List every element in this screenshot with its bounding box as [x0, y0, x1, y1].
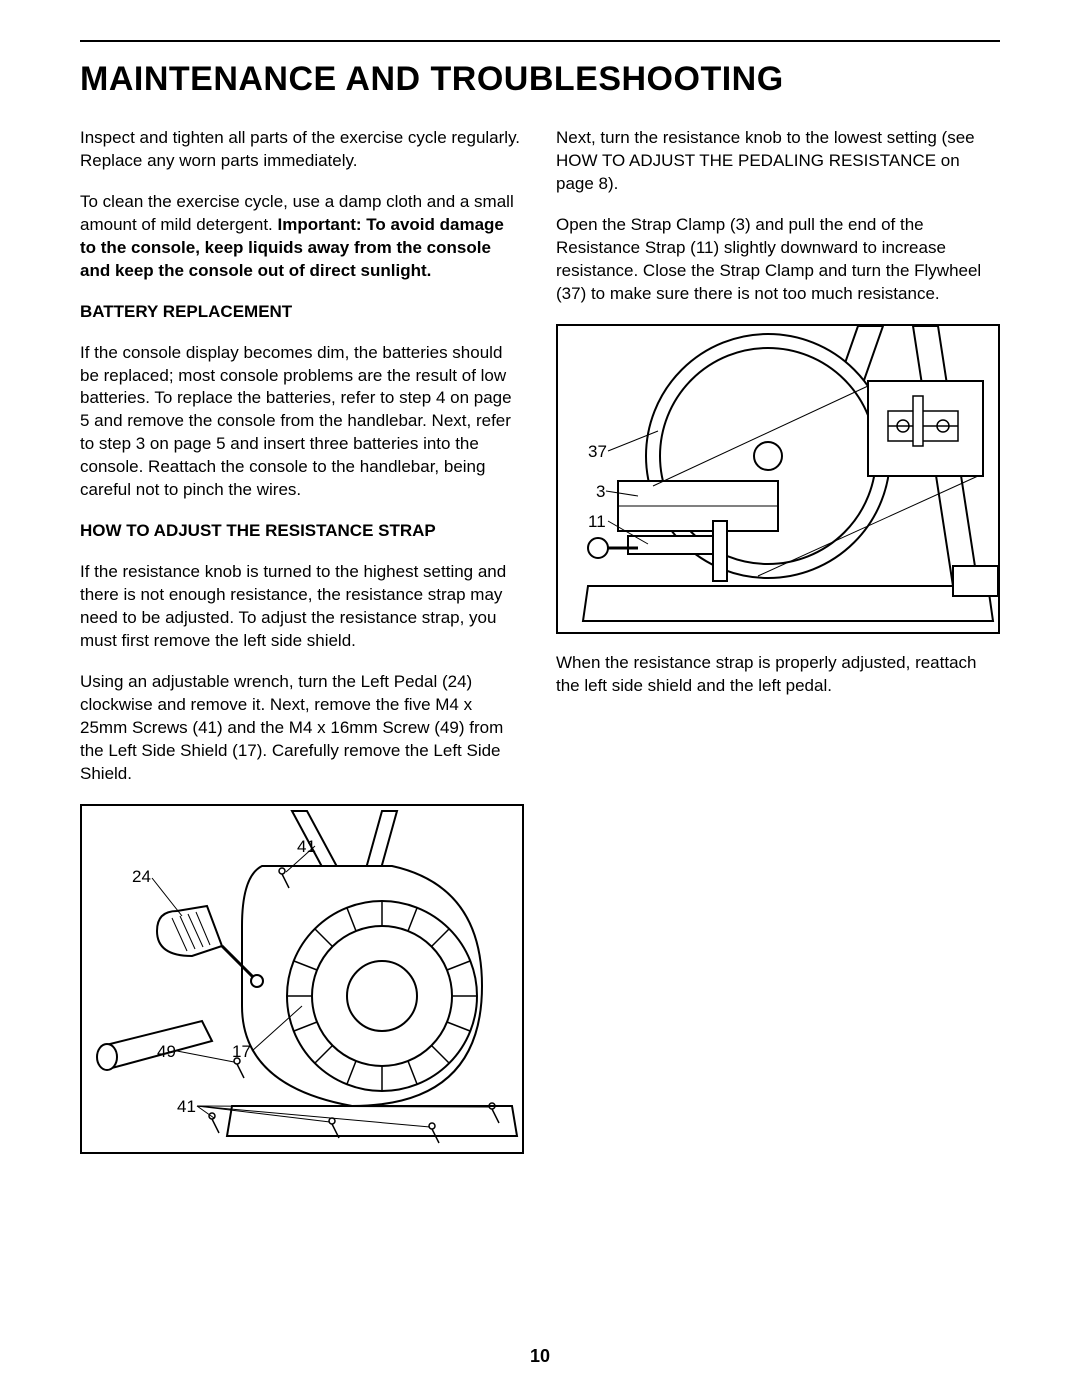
fig2-label-37: 37 — [588, 441, 607, 464]
fig1-label-17: 17 — [232, 1041, 251, 1064]
fig1-label-41-top: 41 — [297, 836, 316, 859]
fig1-label-41-bot: 41 — [177, 1096, 196, 1119]
right-p2: Open the Strap Clamp (3) and pull the en… — [556, 214, 1000, 306]
intro-paragraph: Inspect and tighten all parts of the exe… — [80, 127, 524, 173]
figure-side-shield: 41 24 49 17 41 — [80, 804, 524, 1154]
top-rule — [80, 40, 1000, 42]
right-p3: When the resistance strap is properly ad… — [556, 652, 1000, 698]
left-column: Inspect and tighten all parts of the exe… — [80, 127, 524, 1172]
fig1-label-24: 24 — [132, 866, 151, 889]
fig1-label-49: 49 — [157, 1041, 176, 1064]
battery-paragraph: If the console display becomes dim, the … — [80, 342, 524, 503]
page-number: 10 — [0, 1346, 1080, 1367]
manual-page: MAINTENANCE AND TROUBLESHOOTING Inspect … — [0, 0, 1080, 1397]
page-title: MAINTENANCE AND TROUBLESHOOTING — [80, 60, 1000, 99]
two-column-layout: Inspect and tighten all parts of the exe… — [80, 127, 1000, 1172]
fig2-label-3: 3 — [596, 481, 605, 504]
flywheel-diagram — [558, 326, 998, 632]
resistance-p2: Using an adjustable wrench, turn the Lef… — [80, 671, 524, 786]
figure-flywheel: 37 3 11 — [556, 324, 1000, 634]
right-p1: Next, turn the resistance knob to the lo… — [556, 127, 1000, 196]
resistance-p1: If the resistance knob is turned to the … — [80, 561, 524, 653]
resistance-heading: HOW TO ADJUST THE RESISTANCE STRAP — [80, 520, 524, 543]
right-column: Next, turn the resistance knob to the lo… — [556, 127, 1000, 1172]
battery-heading: BATTERY REPLACEMENT — [80, 301, 524, 324]
cleaning-paragraph: To clean the exercise cycle, use a damp … — [80, 191, 524, 283]
fig2-label-11: 11 — [588, 511, 606, 534]
